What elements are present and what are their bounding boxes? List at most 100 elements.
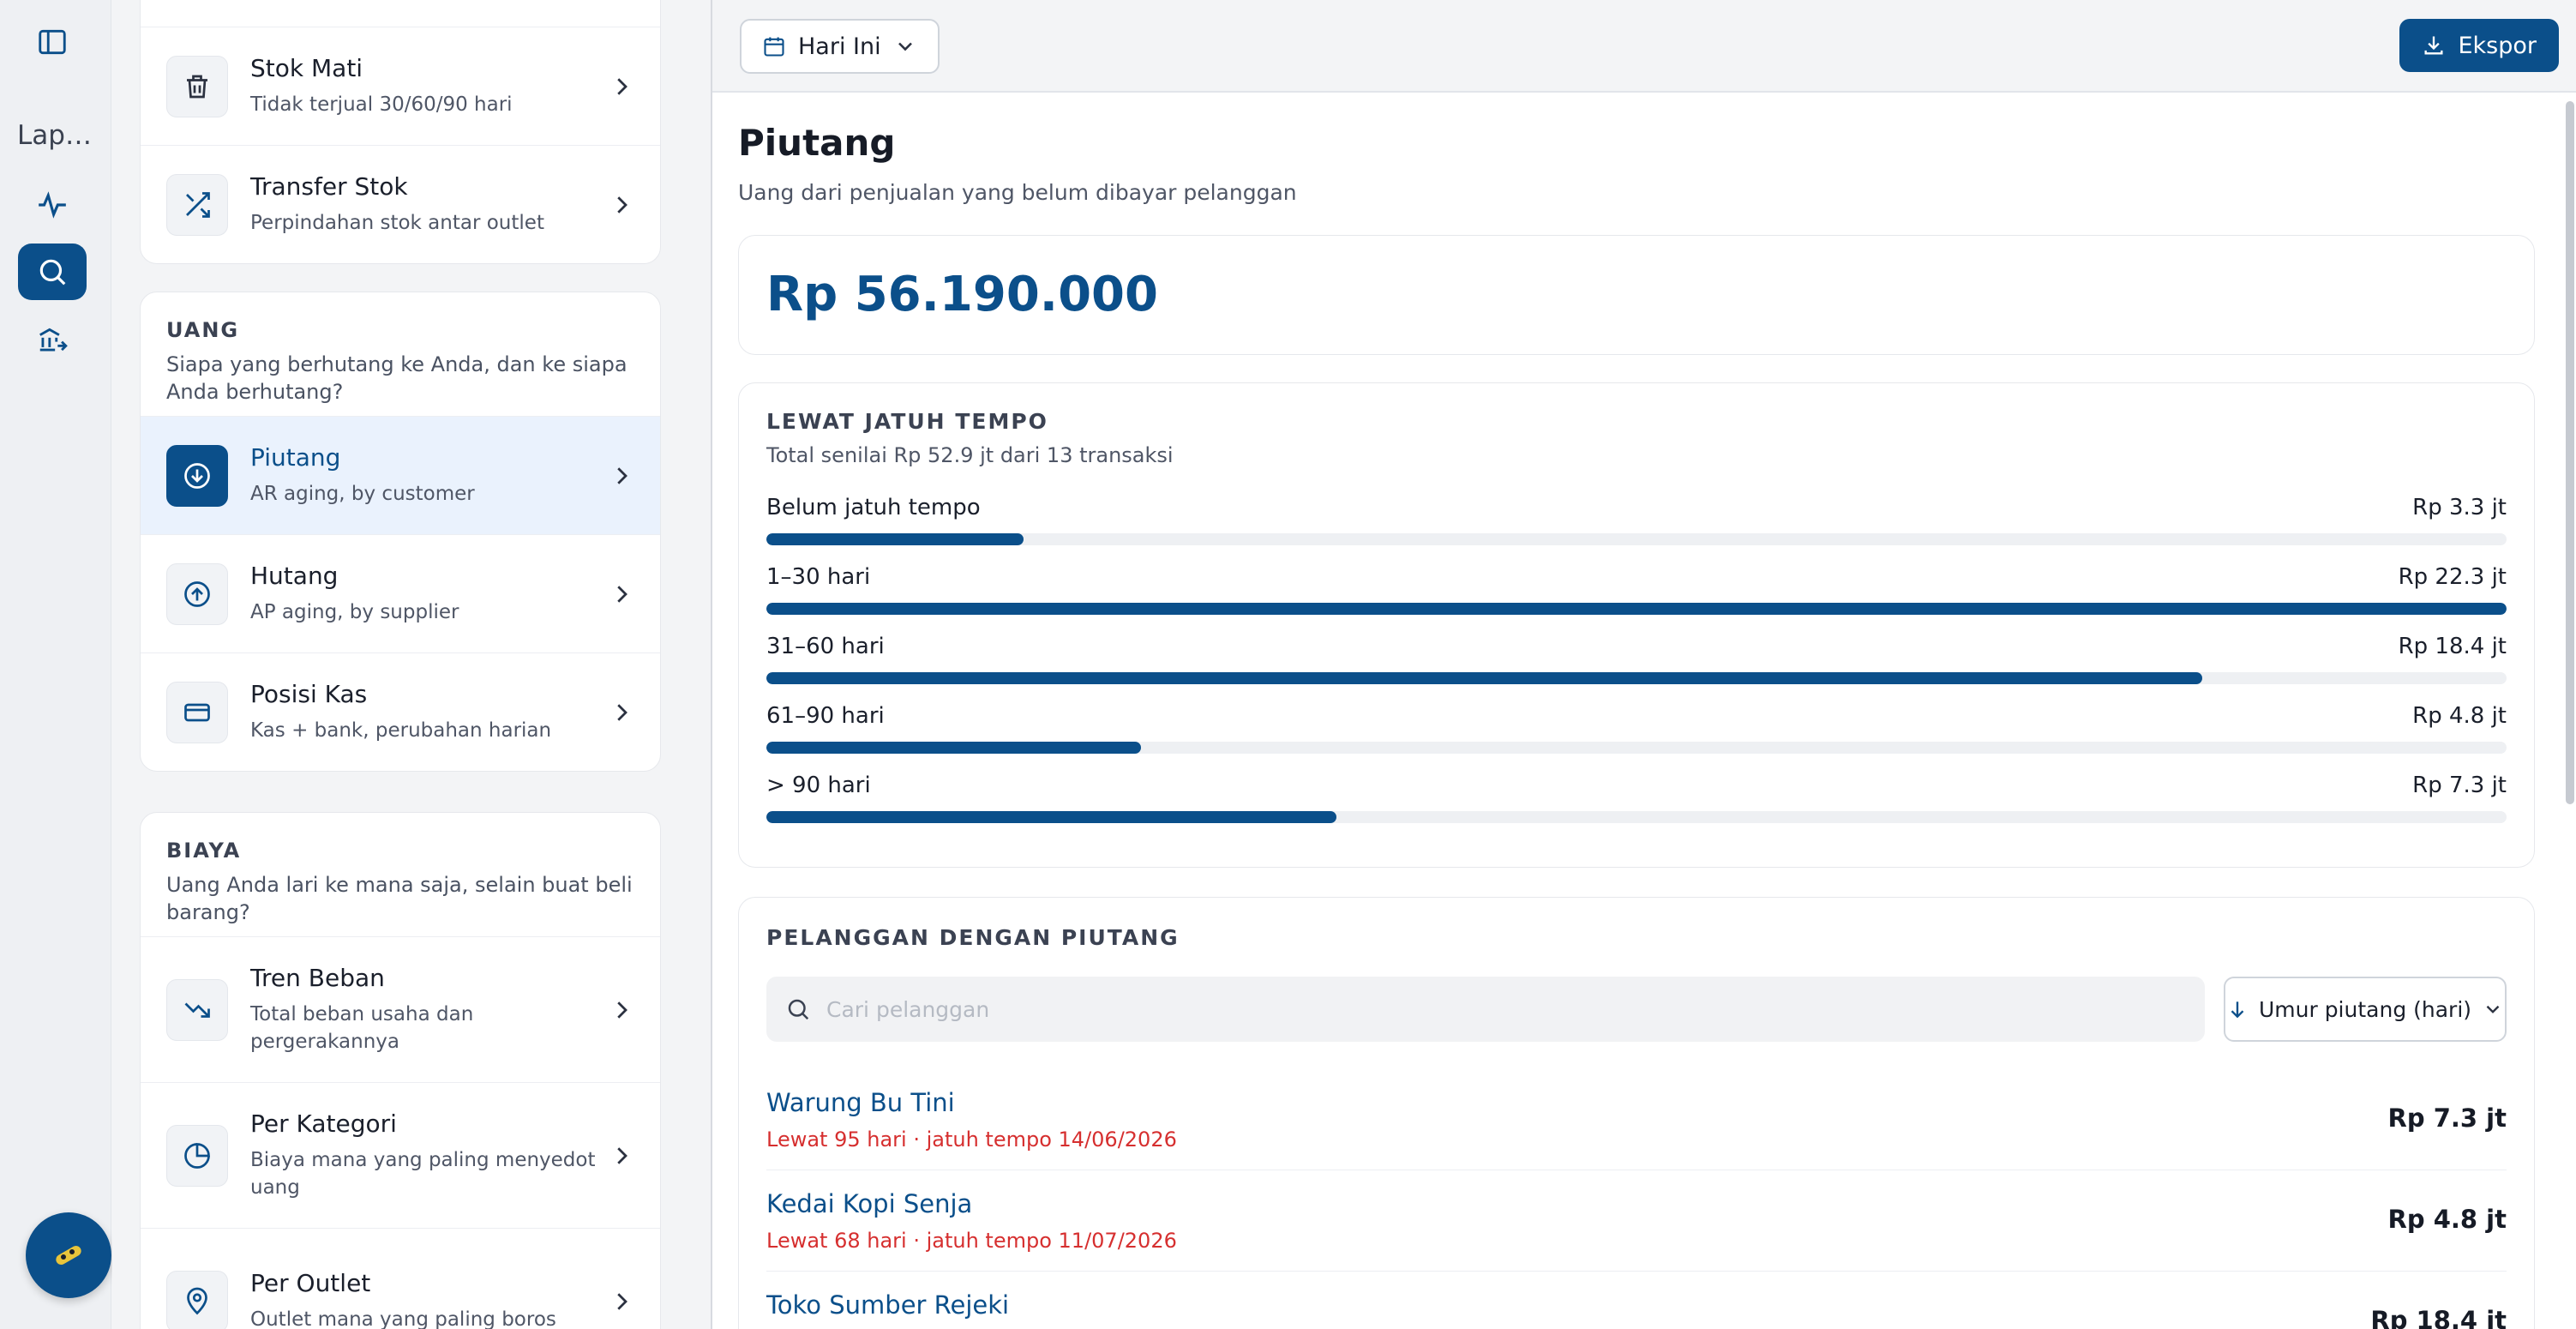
chevron-right-icon: [617, 77, 627, 95]
customer-row[interactable]: Warung Bu Tini Lewat 95 hari · jatuh tem…: [766, 1069, 2507, 1170]
section-subtitle: Siapa yang berhutang ke Anda, dan ke sia…: [166, 352, 627, 404]
sidebar-toggle-icon[interactable]: [18, 14, 87, 70]
nav-item-title: Per Kategori: [250, 1110, 397, 1138]
search-icon[interactable]: [18, 244, 87, 300]
aging-title: LEWAT JATUH TEMPO: [766, 409, 1048, 434]
chevron-right-icon: [617, 703, 627, 721]
aging-bucket: Belum jatuh tempo Rp 3.3 jt: [766, 495, 2507, 550]
bank-transfer-icon[interactable]: [18, 312, 87, 369]
nav-item-subtitle: Outlet mana yang paling boros: [250, 1308, 556, 1329]
total-card: Rp 56.190.000: [738, 235, 2535, 355]
customer-name[interactable]: Warung Bu Tini: [766, 1088, 955, 1117]
aging-bucket: > 90 hari Rp 7.3 jt: [766, 773, 2507, 827]
customer-name[interactable]: Toko Sumber Rejeki: [766, 1290, 1010, 1320]
rail-label: Lap…: [17, 120, 92, 151]
chevron-right-icon: [617, 466, 627, 484]
download-icon: [2424, 36, 2443, 55]
nav-item-stok-mati[interactable]: Stok Mati Tidak terjual 30/60/90 hari: [141, 27, 660, 145]
aging-bucket: 61–90 hari Rp 4.8 jt: [766, 703, 2507, 758]
sort-label: Umur piutang (hari): [2258, 996, 2472, 1022]
chevron-right-icon: [617, 1292, 627, 1310]
export-button[interactable]: Ekspor: [2399, 19, 2559, 72]
section-subtitle: Uang Anda lari ke mana saja, selain buat…: [166, 873, 633, 924]
nav-item-subtitle: Perpindahan stok antar outlet: [250, 212, 544, 234]
bucket-label: 61–90 hari: [766, 703, 885, 729]
chevron-down-icon: [2486, 1005, 2500, 1013]
nav-item-title: Hutang: [250, 562, 339, 590]
map-pin-icon: [166, 1270, 228, 1329]
bucket-track: [766, 672, 2507, 684]
bucket-label: 31–60 hari: [766, 634, 885, 659]
nav-item-subtitle: AR aging, by customer: [250, 483, 475, 505]
stock-card: Stok Mati Tidak terjual 30/60/90 hari Tr…: [140, 0, 661, 264]
nav-item-title: Per Outlet: [250, 1269, 371, 1297]
customer-amount: Rp 4.8 jt: [2387, 1205, 2507, 1234]
section-title: BIAYA: [166, 839, 242, 863]
bucket-bar: [766, 811, 1336, 823]
trending-down-icon: [166, 978, 228, 1041]
customer-amount: Rp 7.3 jt: [2387, 1103, 2507, 1133]
panel-divider[interactable]: [711, 0, 712, 1329]
nav-item-title: Piutang: [250, 443, 341, 472]
calendar-icon: [764, 37, 784, 57]
nav-item-posisi-kas[interactable]: Posisi Kas Kas + bank, perubahan harian: [141, 652, 660, 771]
customer-search: [766, 977, 2205, 1042]
aging-card: LEWAT JATUH TEMPO Total senilai Rp 52.9 …: [738, 382, 2535, 868]
nav-item-subtitle: AP aging, by supplier: [250, 601, 459, 623]
aging-subtitle: Total senilai Rp 52.9 jt dari 13 transak…: [766, 443, 1174, 467]
pie-chart-icon: [166, 1124, 228, 1187]
nav-item-subtitle: Tidak terjual 30/60/90 hari: [250, 93, 513, 116]
icon-rail: Lap…: [0, 0, 111, 1329]
nav-item-piutang[interactable]: Piutang AR aging, by customer: [141, 416, 660, 534]
chevron-right-icon: [617, 1146, 627, 1164]
section-title: UANG: [166, 318, 240, 342]
chevron-right-icon: [617, 585, 627, 603]
bucket-value: Rp 7.3 jt: [2412, 773, 2507, 798]
app-logo-icon[interactable]: [26, 1212, 111, 1298]
nav-item-subtitle: Biaya mana yang paling menyedot uang: [250, 1149, 596, 1199]
main-scrollbar[interactable]: [2566, 101, 2574, 804]
search-icon: [788, 999, 809, 1020]
bucket-bar: [766, 742, 1141, 754]
nav-item-per-outlet[interactable]: Per Outlet Outlet mana yang paling boros: [141, 1228, 660, 1329]
arrow-down-icon: [2231, 1001, 2244, 1019]
toolbar: Hari Ini Ekspor: [712, 0, 2576, 93]
date-range-button[interactable]: Hari Ini: [740, 19, 940, 74]
report-nav: Stok Mati Tidak terjual 30/60/90 hari Tr…: [112, 0, 712, 1329]
bucket-label: > 90 hari: [766, 773, 871, 798]
nav-item-title: Posisi Kas: [250, 680, 368, 708]
arrow-down-circle-icon: [166, 444, 228, 507]
bucket-value: Rp 4.8 jt: [2412, 703, 2507, 729]
customers-title: PELANGGAN DENGAN PIUTANG: [766, 925, 1180, 950]
customer-row[interactable]: Toko Sumber Rejeki Rp 18.4 jt: [766, 1272, 2507, 1329]
nav-item-per-kategori[interactable]: Per Kategori Biaya mana yang paling meny…: [141, 1082, 660, 1228]
nav-item-hutang[interactable]: Hutang AP aging, by supplier: [141, 534, 660, 652]
chevron-right-icon: [617, 195, 627, 213]
arrow-up-circle-icon: [166, 562, 228, 625]
nav-item-title: Tren Beban: [250, 964, 385, 992]
aging-bucket: 31–60 hari Rp 18.4 jt: [766, 634, 2507, 689]
customer-row[interactable]: Kedai Kopi Senja Lewat 68 hari · jatuh t…: [766, 1170, 2507, 1272]
main-content: Hari Ini Ekspor Piutang Uang dari penjua…: [712, 0, 2576, 1329]
bucket-bar: [766, 672, 2202, 684]
nav-item-title: Transfer Stok: [250, 172, 408, 201]
chevron-down-icon: [898, 42, 912, 51]
nav-item-tren-beban[interactable]: Tren Beban Total beban usaha dan pergera…: [141, 936, 660, 1082]
credit-card-icon: [166, 681, 228, 743]
customer-status: Lewat 95 hari · jatuh tempo 14/06/2026: [766, 1128, 1177, 1152]
customer-search-input[interactable]: [826, 996, 2112, 1022]
activity-icon[interactable]: [18, 177, 87, 233]
bucket-bar: [766, 533, 1024, 545]
customer-name[interactable]: Kedai Kopi Senja: [766, 1189, 973, 1218]
chevron-right-icon: [617, 1001, 627, 1019]
uang-card: UANG Siapa yang berhutang ke Anda, dan k…: [140, 292, 661, 772]
bucket-label: Belum jatuh tempo: [766, 495, 981, 520]
bucket-track: [766, 533, 2507, 545]
customer-amount: Rp 18.4 jt: [2370, 1306, 2507, 1329]
bucket-bar: [766, 603, 2507, 615]
trash-icon: [166, 55, 228, 117]
sort-button[interactable]: Umur piutang (hari): [2224, 977, 2507, 1042]
nav-item-title: Stok Mati: [250, 54, 363, 82]
export-label: Ekspor: [2458, 32, 2537, 59]
nav-item-transfer-stok[interactable]: Transfer Stok Perpindahan stok antar out…: [141, 145, 660, 263]
